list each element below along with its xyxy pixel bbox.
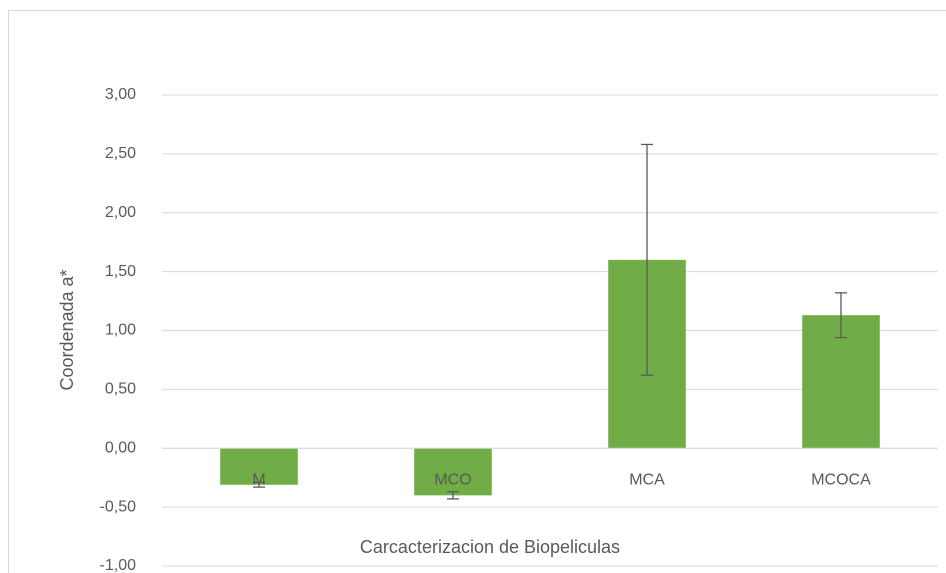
x-tick-label: MCO — [434, 471, 471, 488]
y-tick-label: -1,00 — [100, 557, 137, 573]
error-bar — [641, 143, 653, 376]
y-axis-title: Coordenada a* — [57, 269, 77, 390]
y-tick-label: 1,50 — [105, 263, 136, 280]
y-tick-label: 2,50 — [105, 145, 136, 162]
error-bar — [447, 491, 459, 500]
y-tick-label: 0,50 — [105, 381, 136, 398]
y-tick-label: 3,00 — [105, 86, 136, 103]
bar — [220, 448, 298, 485]
error-bar — [835, 292, 847, 339]
y-tick-label: 2,00 — [105, 204, 136, 221]
x-axis-title: Carcacterizacion de Biopeliculas — [360, 537, 620, 557]
error-bar — [253, 481, 265, 488]
y-tick-label: -0,50 — [100, 498, 137, 515]
bar — [414, 448, 492, 496]
y-tick-label: 1,00 — [105, 322, 136, 339]
x-tick-label: MCOCA — [811, 471, 871, 488]
x-tick-label: M — [252, 471, 265, 488]
y-tick-label: 0,00 — [105, 439, 136, 456]
x-tick-label: MCA — [629, 471, 665, 488]
